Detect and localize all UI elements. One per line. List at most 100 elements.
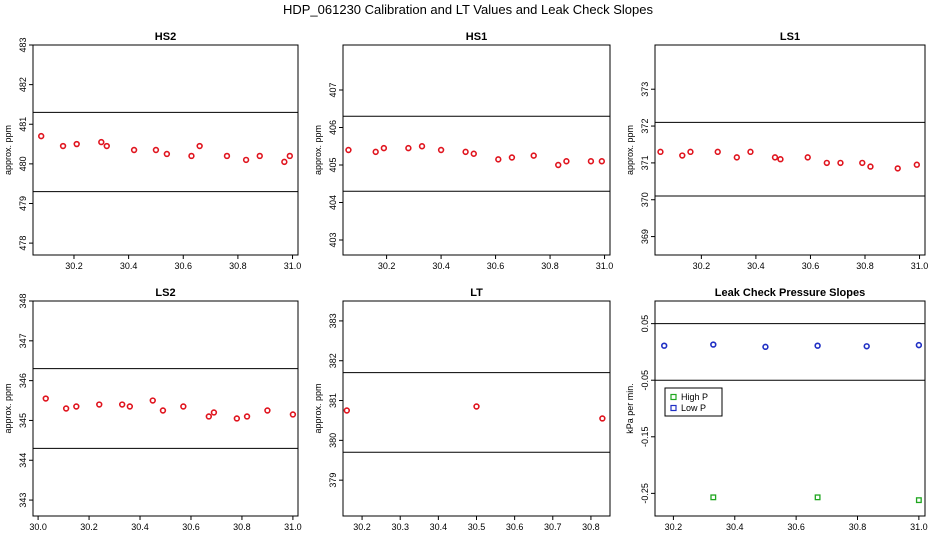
y-tick-label: 379 (328, 473, 338, 488)
y-tick-label: 381 (328, 393, 338, 408)
legend-label: High P (681, 392, 708, 402)
panel-title: Leak Check Pressure Slopes (715, 287, 865, 299)
legend-label: Low P (681, 403, 706, 413)
y-tick-label: 482 (18, 77, 28, 92)
x-tick-label: 30.2 (378, 261, 396, 271)
y-tick-label: 483 (18, 37, 28, 52)
x-tick-label: 30.4 (747, 261, 765, 271)
y-tick-label: 405 (328, 157, 338, 172)
data-point (598, 158, 606, 165)
data-point (405, 144, 412, 152)
y-tick-label: 407 (328, 82, 338, 97)
data-point (437, 146, 445, 154)
panel-hs1: HS1 approx. ppm 30.2 30.4 30.6 30.8 31.0 403 404… (313, 31, 613, 271)
y-tick-label: -0.25 (640, 483, 650, 504)
y-axis-label: kPa per min. (625, 383, 635, 434)
x-tick-label: 31.0 (911, 261, 929, 271)
x-tick-label: 30.8 (233, 522, 251, 532)
data-point (915, 341, 923, 349)
data-point (130, 146, 138, 154)
panel-ls1: LS1 approx. ppm 30.2 30.4 30.6 30.8 31.0 369 370… (625, 31, 928, 271)
x-tick-label: 30.4 (430, 522, 448, 532)
data-point (687, 148, 694, 156)
plot-frame (32, 44, 299, 256)
data-point (867, 163, 874, 170)
data-point (372, 148, 379, 156)
data-point (508, 154, 516, 161)
data-point (242, 156, 250, 164)
data-point (599, 415, 606, 422)
y-tick-label: 370 (640, 192, 650, 207)
data-point (188, 152, 195, 160)
data-point (473, 403, 480, 410)
y-tick-label: 345 (18, 413, 28, 428)
x-tick-label: 30.6 (174, 261, 192, 271)
x-tick-label: 30.2 (80, 522, 98, 532)
y-tick-label: 369 (640, 229, 650, 244)
data-point (210, 409, 218, 416)
data-point (96, 401, 103, 408)
data-point (555, 161, 562, 169)
x-tick-label: 30.2 (693, 261, 711, 271)
plot-frame (654, 44, 926, 256)
panel-ls2: LS2 approx. ppm 30.0 30.2 30.4 30.6 30.8 31.0 34… (3, 287, 302, 532)
x-tick-label: 30.3 (391, 522, 409, 532)
x-tick-label: 30.5 (468, 522, 486, 532)
data-point (470, 150, 477, 157)
data-point (205, 413, 213, 420)
data-point (804, 154, 811, 161)
data-point (679, 152, 686, 159)
x-tick-label: 30.8 (229, 261, 247, 271)
y-tick-label: 478 (18, 236, 28, 251)
data-point (710, 494, 717, 501)
panel-title: LS2 (155, 287, 175, 299)
panel-title: LS1 (780, 31, 800, 43)
x-tick-label: 30.6 (487, 261, 505, 271)
plot-frame (654, 300, 926, 517)
data-point (771, 154, 779, 161)
data-point (256, 152, 263, 160)
y-tick-label: 344 (18, 453, 28, 468)
y-tick-label: 481 (18, 117, 28, 132)
data-point (814, 342, 821, 349)
data-point (196, 142, 203, 150)
data-point (163, 150, 171, 158)
y-tick-label: 406 (328, 120, 338, 135)
x-tick-label: 31.0 (284, 522, 302, 532)
panel-title: LT (470, 287, 483, 299)
data-point (223, 152, 231, 160)
data-point (563, 158, 570, 165)
y-tick-label: 346 (18, 373, 28, 388)
data-point (73, 403, 80, 410)
x-tick-label: 30.8 (849, 522, 867, 532)
y-tick-label: -0.05 (640, 370, 650, 391)
figure-title: HDP_061230 Calibration and LT Values and… (282, 2, 654, 17)
data-point (814, 494, 821, 501)
y-tick-label: 373 (640, 82, 650, 97)
data-point (823, 159, 831, 167)
panel-leak: Leak Check Pressure Slopes kPa per min. 30… (625, 287, 928, 532)
data-point (180, 403, 187, 410)
x-tick-label: 30.4 (726, 522, 744, 532)
x-tick-label: 30.8 (856, 261, 874, 271)
data-point (343, 407, 351, 414)
plot-frame (32, 300, 299, 517)
data-point (762, 343, 769, 351)
data-point (118, 401, 126, 408)
x-tick-label: 30.4 (131, 522, 149, 532)
data-point (661, 342, 668, 349)
y-tick-label: 0.05 (640, 315, 650, 333)
data-point (733, 154, 741, 161)
data-point (149, 397, 156, 404)
data-point (837, 159, 844, 167)
data-point (859, 159, 866, 167)
data-point (233, 415, 241, 422)
x-tick-label: 30.2 (65, 261, 83, 271)
data-point (264, 407, 271, 414)
x-tick-label: 30.0 (29, 522, 47, 532)
y-axis-label: approx. ppm (313, 125, 323, 175)
data-point (913, 161, 921, 168)
legend-box (664, 387, 723, 417)
data-point (73, 140, 80, 148)
data-point (62, 405, 70, 412)
